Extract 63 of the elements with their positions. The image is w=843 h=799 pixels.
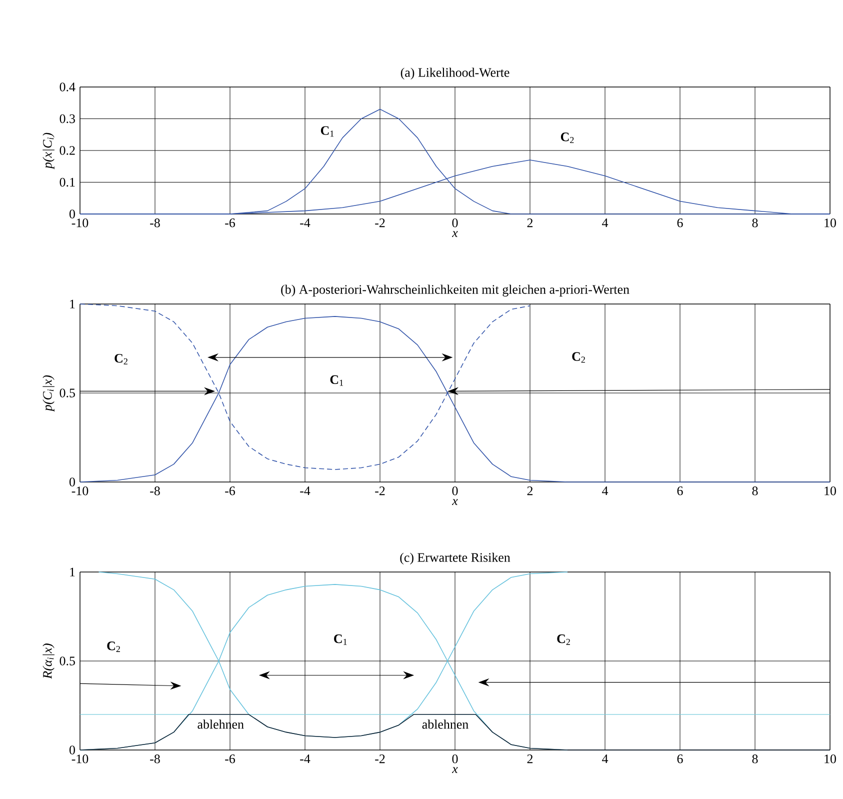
x-tick-label: 8 — [752, 754, 758, 764]
x-tick-label: -10 — [72, 754, 88, 764]
x-tick-label: 10 — [824, 754, 836, 764]
x-tick-label: 10 — [824, 486, 836, 496]
chart-title: (a) Likelihood-Werte — [400, 68, 510, 80]
y-tick-label: 1 — [70, 300, 75, 308]
x-tick-label: 8 — [752, 218, 758, 228]
y-axis-title: p(x|C$_{i}$) — [42, 132, 54, 170]
x-tick-label: -10 — [72, 218, 88, 228]
annotation: C$_{1}$ — [320, 126, 334, 137]
x-tick-label: -6 — [225, 486, 236, 496]
x-tick-label: 4 — [602, 218, 608, 228]
x-tick-label: -8 — [150, 486, 160, 496]
x-tick-label: 0 — [452, 218, 458, 228]
x-tick-label: 4 — [602, 754, 608, 764]
y-tick-label: 0 — [70, 478, 75, 486]
chart-title: (b) A-posteriori-Wahrscheinlichkeiten mit gleichen a-priori-Werten — [281, 284, 630, 296]
y-tick-label: 1 — [70, 568, 75, 576]
x-tick-label: 8 — [752, 486, 758, 496]
x-tick-label: -2 — [375, 754, 385, 764]
x-tick-label: -4 — [300, 218, 310, 228]
annotation: C$_{2}$ — [114, 354, 128, 364]
y-tick-label: 0.5 — [60, 656, 75, 666]
y-tick-label: 0.5 — [60, 388, 75, 398]
x-tick-label: -8 — [150, 218, 160, 228]
y-tick-label: 0.3 — [60, 114, 75, 124]
annotation: ablehnen — [198, 720, 244, 729]
x-tick-label: -6 — [225, 218, 236, 228]
x-tick-label: 2 — [527, 486, 533, 496]
y-tick-label: 0.2 — [60, 146, 75, 155]
x-tick-label: 4 — [602, 486, 608, 496]
annotation: C$_{2}$ — [572, 352, 585, 363]
x-tick-label: -8 — [150, 754, 160, 764]
annotation: ablehnen — [422, 720, 468, 729]
annotation: C$_{2}$ — [557, 634, 570, 645]
x-tick-label: 0 — [452, 754, 458, 764]
x-tick-label: 10 — [824, 218, 836, 228]
x-tick-label: 6 — [677, 486, 683, 496]
x-axis-title: x — [452, 231, 458, 238]
y-axis-title: p(C$_{i}$|x) — [42, 375, 54, 412]
x-tick-label: -4 — [300, 754, 310, 764]
x-tick-label: -2 — [375, 486, 385, 496]
annotation: C$_{1}$ — [334, 634, 347, 645]
x-axis-title: x — [452, 767, 458, 774]
y-tick-label: 0 — [70, 746, 75, 754]
x-tick-label: 2 — [527, 754, 533, 764]
annotation: C$_{1}$ — [330, 375, 344, 386]
x-axis-title: x — [452, 499, 458, 506]
y-tick-label: 0 — [70, 210, 75, 218]
x-tick-label: 6 — [677, 754, 683, 764]
x-tick-label: -6 — [225, 754, 236, 764]
x-tick-label: 2 — [527, 218, 533, 228]
annotation: C$_{2}$ — [560, 132, 574, 144]
y-axis-title: R(α$_{i}$|x) — [42, 644, 54, 679]
y-tick-label: 0.1 — [60, 178, 75, 187]
y-tick-label: 0.4 — [60, 82, 76, 92]
x-tick-label: -10 — [72, 486, 88, 496]
annotation: C$_{2}$ — [107, 642, 120, 652]
x-tick-label: 0 — [452, 486, 458, 496]
chart-title: (c) Erwartete Risiken — [400, 552, 510, 564]
x-tick-label: 6 — [677, 218, 683, 228]
x-tick-label: -2 — [375, 218, 385, 228]
x-tick-label: -4 — [300, 486, 310, 496]
